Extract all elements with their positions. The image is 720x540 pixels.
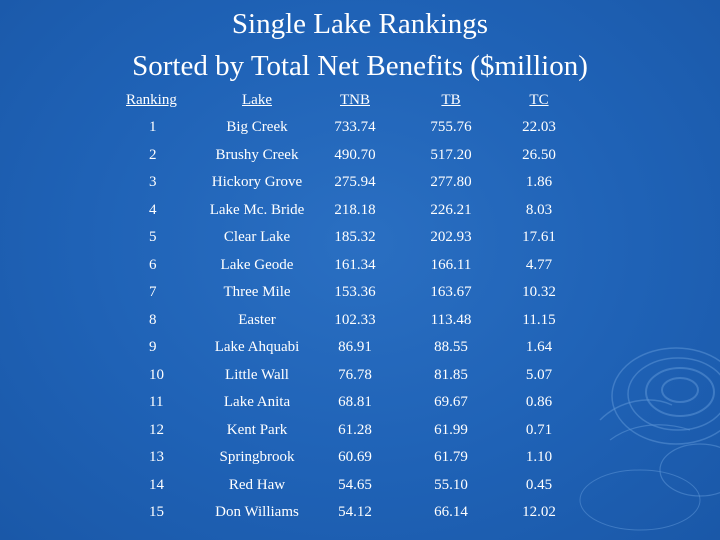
cell-lake: Kent Park [226,422,288,438]
cell-tnb: 102.33 [334,312,376,328]
cell-tc: 0.86 [525,394,553,410]
cell-tc: 0.71 [525,422,553,438]
cell-ranking: 15 [149,504,164,520]
cell-lake: Lake Mc. Bride [209,202,305,218]
cell-tc: 12.02 [522,504,556,520]
cell-lake: Little Wall [225,367,289,383]
cell-ranking: 6 [149,257,157,273]
cell-tb: 226.21 [430,202,472,218]
cell-tb: 69.67 [434,394,468,410]
cell-tnb: 54.65 [338,477,372,493]
cell-lake: Hickory Grove [211,174,303,190]
cell-tc: 26.50 [522,147,556,163]
cell-tb: 277.80 [430,174,472,190]
cell-tnb: 54.12 [338,504,372,520]
cell-tc: 1.86 [525,174,553,190]
cell-tnb: 61.28 [338,422,372,438]
cell-tnb: 86.91 [338,339,372,355]
cell-ranking: 7 [149,284,157,300]
cell-ranking: 10 [149,367,164,383]
cell-lake: Brushy Creek [215,147,299,163]
cell-ranking: 9 [149,339,157,355]
header-tb: TB [441,92,461,108]
cell-tnb: 218.18 [334,202,376,218]
cell-tb: 163.67 [430,284,472,300]
cell-ranking: 8 [149,312,157,328]
cell-tb: 61.79 [434,449,468,465]
cell-tnb: 153.36 [334,284,376,300]
slide-title: Single Lake Rankings [231,8,489,40]
cell-tc: 17.61 [522,229,556,245]
cell-lake: Lake Geode [220,257,294,273]
cell-lake: Springbrook [219,449,295,465]
cell-lake: Red Haw [228,477,286,493]
cell-tnb: 68.81 [338,394,372,410]
cell-tnb: 76.78 [338,367,372,383]
cell-tc: 10.32 [522,284,556,300]
cell-tc: 0.45 [525,477,553,493]
cell-tb: 66.14 [434,504,468,520]
cell-tb: 81.85 [434,367,468,383]
cell-tb: 113.48 [430,312,472,328]
cell-tc: 8.03 [525,202,553,218]
cell-tc: 5.07 [525,367,553,383]
cell-lake: Clear Lake [223,229,291,245]
cell-tnb: 60.69 [338,449,372,465]
cell-tc: 1.10 [525,449,553,465]
cell-ranking: 3 [149,174,157,190]
cell-lake: Easter [238,312,276,328]
cell-tnb: 733.74 [334,119,376,135]
cell-tb: 517.20 [430,147,472,163]
cell-tb: 88.55 [434,339,468,355]
header-tnb: TNB [340,92,370,108]
slide-subtitle: Sorted by Total Net Benefits ($million) [132,50,588,82]
cell-ranking: 11 [149,394,164,410]
header-lake: Lake [242,92,272,108]
cell-tc: 11.15 [522,312,556,328]
cell-tb: 61.99 [434,422,468,438]
cell-tb: 755.76 [430,119,472,135]
cell-tb: 55.10 [434,477,468,493]
cell-lake: Don Williams [215,504,299,520]
cell-ranking: 14 [149,477,164,493]
cell-lake: Three Mile [223,284,291,300]
cell-tnb: 161.34 [334,257,376,273]
header-ranking: Ranking [126,92,177,108]
cell-tnb: 275.94 [334,174,376,190]
cell-ranking: 5 [149,229,157,245]
cell-tb: 166.11 [430,257,472,273]
cell-tnb: 185.32 [334,229,376,245]
cell-lake: Lake Ahquabi [214,339,300,355]
cell-tb: 202.93 [430,229,472,245]
cell-lake: Lake Anita [223,394,291,410]
header-tc: TC [529,92,549,108]
cell-lake: Big Creek [226,119,288,135]
cell-ranking: 12 [149,422,164,438]
cell-tc: 1.64 [525,339,553,355]
cell-ranking: 4 [149,202,157,218]
cell-tc: 22.03 [522,119,556,135]
cell-tc: 4.77 [525,257,553,273]
cell-ranking: 13 [149,449,164,465]
cell-tnb: 490.70 [334,147,376,163]
cell-ranking: 2 [149,147,157,163]
cell-ranking: 1 [149,119,157,135]
